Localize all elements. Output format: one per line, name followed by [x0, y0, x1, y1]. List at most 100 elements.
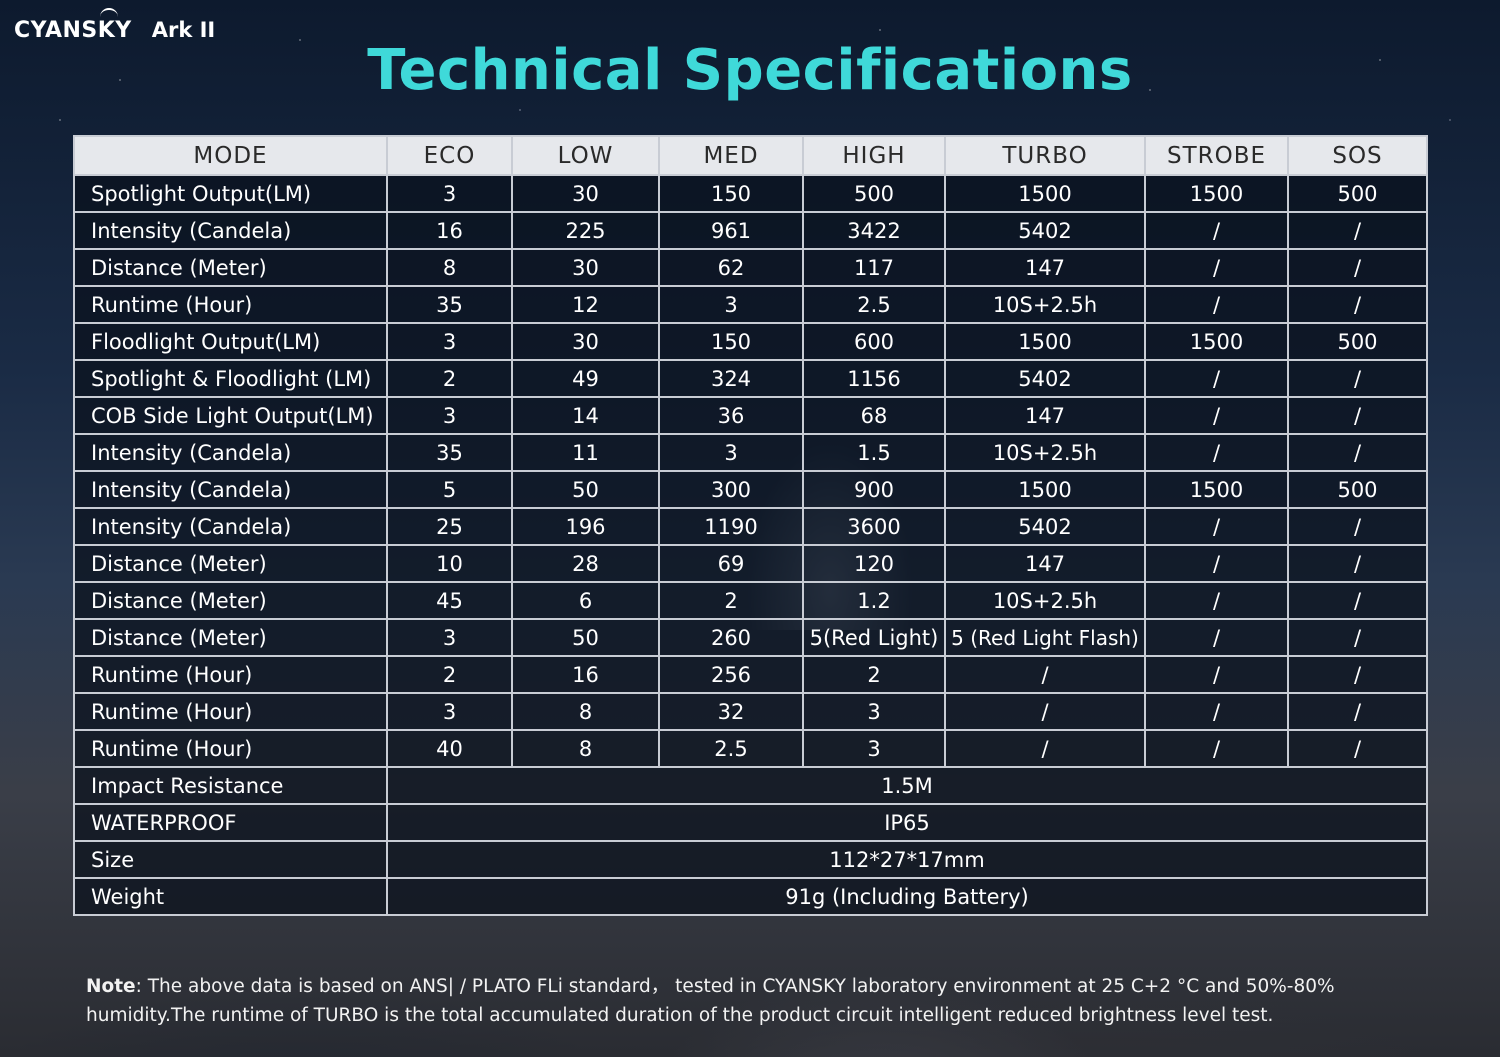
column-header: MODE	[73, 135, 388, 176]
table-row: Spotlight Output(LM) 3 30 150 500 1500 1500 500	[73, 174, 1428, 213]
table-cell: /	[944, 692, 1146, 731]
row-label: Spotlight Output(LM)	[73, 174, 388, 213]
spanned-value: 91g (Including Battery)	[386, 877, 1428, 916]
table-cell: 3	[386, 396, 513, 435]
row-label: Runtime (Hour)	[73, 692, 388, 731]
table-cell: 35	[386, 285, 513, 324]
row-label: COB Side Light Output(LM)	[73, 396, 388, 435]
table-cell: /	[1287, 396, 1428, 435]
table-cell: 10S+2.5h	[944, 285, 1146, 324]
table-row: Impact Resistance 1.5M	[73, 766, 1428, 805]
table-cell: 62	[658, 248, 804, 287]
table-row: Distance (Meter) 8 30 62 117 147//	[73, 248, 1428, 287]
brand-header: CYANSKY Ark II	[14, 8, 216, 43]
table-cell: 2	[658, 581, 804, 620]
brand-logo: CYANSKY	[14, 8, 132, 43]
table-cell: 5(Red Light)	[802, 618, 946, 657]
table-cell: /	[1287, 655, 1428, 694]
brand-logo-text: CYANSKY	[14, 18, 132, 43]
row-label: Size	[73, 840, 388, 879]
column-header: ECO	[386, 135, 513, 176]
table-cell: /	[1144, 507, 1289, 546]
column-header: STROBE	[1144, 135, 1289, 176]
table-cell: /	[1287, 581, 1428, 620]
table-cell: 30	[511, 174, 660, 213]
table-row: Size 112*27*17mm	[73, 840, 1428, 879]
table-cell: /	[1287, 211, 1428, 250]
table-row: Spotlight & Floodlight (LM) 2 49 324 1156 540…	[73, 359, 1428, 398]
table-cell: 25	[386, 507, 513, 546]
column-header: LOW	[511, 135, 660, 176]
row-label: Distance (Meter)	[73, 544, 388, 583]
table-cell: 5402	[944, 359, 1146, 398]
table-row: Intensity (Candela) 25 196 1190 3600 5402//	[73, 507, 1428, 546]
table-cell: 500	[1287, 322, 1428, 361]
table-row: Distance (Meter) 3 50 260 5(Red Light) 5 (Red…	[73, 618, 1428, 657]
column-header: MED	[658, 135, 804, 176]
table-row: Distance (Meter) 45 6 2 1.2 10S+2.5h / /	[73, 581, 1428, 620]
table-row: Runtime (Hour) 35 12 3 2.5 10S+2.5h / /	[73, 285, 1428, 324]
table-cell: /	[1144, 359, 1289, 398]
table-cell: 300	[658, 470, 804, 509]
row-label: Floodlight Output(LM)	[73, 322, 388, 361]
table-cell: 28	[511, 544, 660, 583]
table-cell: 1500	[944, 322, 1146, 361]
page-title: Technical Specifications	[367, 38, 1133, 103]
table-row: Distance (Meter) 10 28 69 120 147//	[73, 544, 1428, 583]
table-cell: /	[1144, 285, 1289, 324]
table-cell: 5402	[944, 507, 1146, 546]
row-label: Impact Resistance	[73, 766, 388, 805]
table-cell: 147	[944, 396, 1146, 435]
table-cell: 324	[658, 359, 804, 398]
table-cell: 14	[511, 396, 660, 435]
model-name: Ark II	[151, 18, 216, 42]
table-cell: /	[1287, 507, 1428, 546]
row-label: Intensity (Candela)	[73, 507, 388, 546]
table-cell: /	[1144, 433, 1289, 472]
table-cell: 16	[386, 211, 513, 250]
table-cell: 68	[802, 396, 946, 435]
spec-table: MODE ECO LOW MED HIGH TURBO STROBE SOS Spotligh…	[73, 135, 1428, 916]
table-cell: 256	[658, 655, 804, 694]
table-row: WATERPROOF IP65	[73, 803, 1428, 842]
table-cell: 1500	[944, 470, 1146, 509]
table-cell: 150	[658, 322, 804, 361]
spanned-value: 112*27*17mm	[386, 840, 1428, 879]
table-row: Weight 91g (Including Battery)	[73, 877, 1428, 916]
table-cell: 2.5	[802, 285, 946, 324]
table-cell: 5	[386, 470, 513, 509]
table-cell: /	[1144, 692, 1289, 731]
header-row: MODE ECO LOW MED HIGH TURBO STROBE SOS	[73, 135, 1428, 176]
table-cell: 50	[511, 618, 660, 657]
table-cell: 3	[386, 692, 513, 731]
table-cell: 50	[511, 470, 660, 509]
table-cell: /	[1144, 544, 1289, 583]
table-cell: /	[1287, 544, 1428, 583]
row-label: Spotlight & Floodlight (LM)	[73, 359, 388, 398]
table-cell: 1500	[1144, 470, 1289, 509]
table-cell: 10	[386, 544, 513, 583]
table-cell: 147	[944, 248, 1146, 287]
table-cell: 40	[386, 729, 513, 768]
table-cell: 3600	[802, 507, 946, 546]
table-cell: 36	[658, 396, 804, 435]
table-row: Runtime (Hour) 2 16 256 2// /	[73, 655, 1428, 694]
table-cell: 12	[511, 285, 660, 324]
table-cell: 120	[802, 544, 946, 583]
table-cell: 2	[802, 655, 946, 694]
table-cell: /	[1287, 692, 1428, 731]
table-cell: 1500	[1144, 174, 1289, 213]
table-cell: 1156	[802, 359, 946, 398]
table-cell: 3	[802, 692, 946, 731]
row-label: Distance (Meter)	[73, 581, 388, 620]
table-cell: 3	[386, 322, 513, 361]
table-cell: 3	[386, 618, 513, 657]
table-cell: /	[1144, 248, 1289, 287]
table-cell: 500	[1287, 174, 1428, 213]
row-label: Distance (Meter)	[73, 248, 388, 287]
table-cell: 5 (Red Light Flash)	[944, 618, 1146, 657]
row-label: Runtime (Hour)	[73, 729, 388, 768]
row-label: Distance (Meter)	[73, 618, 388, 657]
table-cell: 3	[658, 433, 804, 472]
row-label: Intensity (Candela)	[73, 433, 388, 472]
